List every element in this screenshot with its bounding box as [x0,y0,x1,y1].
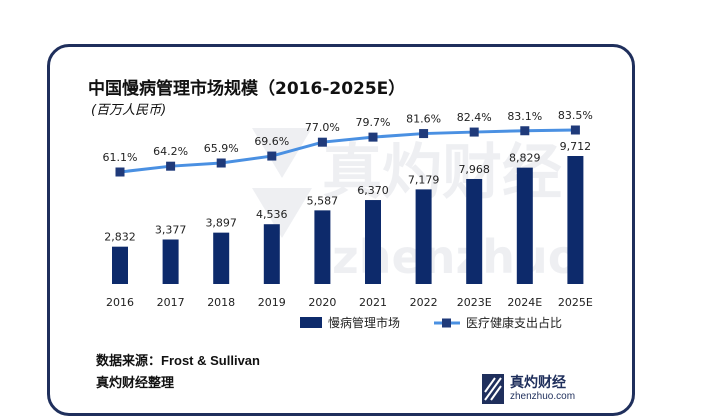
bar-value-label: 5,587 [307,194,339,207]
x-tick-label: 2024E [507,296,542,309]
x-tick-label: 2022 [410,296,438,309]
bar-value-label: 6,370 [357,184,389,197]
line-marker-2017 [166,161,176,171]
bar-2016 [112,246,128,284]
logo-url: zhenzhuo.com [510,391,576,402]
bar-value-label: 7,968 [458,163,490,176]
line-value-label: 69.6% [254,135,289,148]
bar-value-label: 3,377 [155,223,187,236]
unit-label: (百万人民币) [91,103,167,118]
line-value-label: 61.1% [103,151,138,164]
line-marker-2023E [469,127,479,137]
logo-icon [482,374,504,404]
x-tick-label: 2017 [157,296,185,309]
x-tick-label: 2023E [457,296,492,309]
line-marker-2018 [216,158,226,168]
legend-line-label: 医疗健康支出占比 [466,315,562,330]
credit-line: 真灼财经整理 [96,376,175,391]
bar-2020 [314,210,331,284]
bar-2024E [516,167,533,284]
line-value-label: 64.2% [153,145,188,158]
bar-value-label: 9,712 [560,140,592,153]
line-marker-2016 [115,167,125,177]
bar-2021 [365,200,381,284]
bar-value-label: 2,832 [104,231,136,244]
bar-2018 [213,232,230,284]
source-line: 数据来源：Frost & Sullivan [96,350,260,369]
line-value-label: 65.9% [204,142,239,155]
line-marker-2019 [267,151,277,161]
bar-2019 [263,224,280,284]
legend-line-marker [442,318,451,328]
bar-value-label: 8,829 [509,152,541,165]
line-value-label: 79.7% [356,116,391,129]
chart-title: 中国慢病管理市场规模（2016-2025E） [88,79,406,99]
x-tick-label: 2018 [207,296,235,309]
source-value: Frost & Sullivan [161,353,260,368]
bar-2022 [415,189,432,284]
source-label: 数据来源： [96,354,162,369]
x-tick-label: 2019 [258,296,286,309]
legend-bar-label: 慢病管理市场 [328,315,400,330]
bar-2025E [567,156,584,284]
x-tick-label: 2025E [558,296,593,309]
x-tick-label: 2016 [106,296,134,309]
bar-2023E [466,178,483,284]
bar-value-label: 4,536 [256,208,288,221]
bar-value-label: 3,897 [205,217,237,230]
line-marker-2021 [368,132,378,142]
bar-value-label: 7,179 [408,173,440,186]
logo-name: 真灼财经 [510,375,566,391]
x-tick-label: 2021 [359,296,387,309]
line-value-label: 81.6% [406,113,441,126]
line-value-label: 82.4% [457,111,492,124]
legend-bar-swatch [300,317,322,328]
line-series-path [119,128,576,174]
line-marker-2020 [317,137,327,147]
line-value-label: 83.1% [507,110,542,123]
line-value-label: 77.0% [305,121,340,134]
x-tick-label: 2020 [308,296,336,309]
line-marker-2024E [520,126,530,136]
bar-2017 [162,239,179,284]
line-marker-2025E [570,125,580,135]
line-marker-2022 [419,129,429,139]
line-value-label: 83.5% [558,109,593,122]
